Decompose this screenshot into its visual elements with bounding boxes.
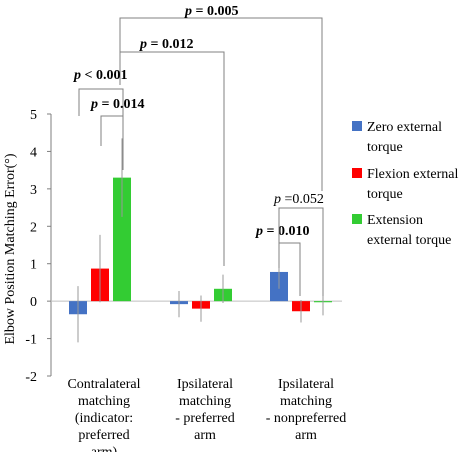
significance-bracket: [278, 207, 324, 296]
significance-bracket: [119, 51, 225, 266]
category-labels: Contralateral matching (indicator: preferre…: [67, 377, 346, 452]
category-label: Ipsilateral matching - nonpreferred arm: [266, 377, 346, 443]
p-value-annotation: p = 0.012: [139, 37, 193, 52]
y-tick-label: 3: [30, 183, 37, 198]
y-axis-label: Elbow Position Matching Error(°): [3, 153, 18, 344]
category-label: Ipsilateral matching - preferred arm: [175, 377, 234, 443]
y-tick-label: -2: [25, 370, 37, 385]
y-tick-label: 5: [30, 108, 37, 123]
p-value-annotation: p = 0.005: [184, 4, 238, 19]
bar: [113, 177, 131, 302]
legend-label: Extension external torque: [367, 213, 451, 248]
y-tick-label: 4: [30, 145, 37, 160]
legend: Zero external torque Flexion external torqu…: [352, 120, 458, 248]
bars: [69, 138, 332, 343]
y-tick-label: 1: [30, 258, 37, 273]
y-tick-label: 0: [30, 295, 37, 310]
p-value-annotation: p = 0.014: [90, 97, 144, 112]
legend-swatch: [352, 168, 362, 178]
y-tick-label: 2: [30, 220, 37, 235]
category-label: Contralateral matching (indicator: preferre…: [67, 377, 140, 452]
legend-label: Flexion external torque: [367, 167, 458, 202]
significance-bracket: [100, 115, 124, 170]
p-value-annotation: p =0.052: [273, 192, 324, 207]
p-value-annotation: p = 0.010: [255, 224, 309, 239]
legend-swatch: [352, 214, 362, 224]
significance-brackets: p = 0.005 p = 0.012 p < 0.001 p = 0.014 p = …: [73, 4, 324, 296]
axis: 5 4 3 2 1 0 -1 -2 Elbow Position Matching Error(…: [3, 108, 342, 385]
legend-label: Zero external torque: [367, 120, 442, 155]
p-value-annotation: p < 0.001: [73, 68, 127, 83]
y-tick-label: -1: [25, 333, 37, 348]
legend-swatch: [352, 121, 362, 131]
